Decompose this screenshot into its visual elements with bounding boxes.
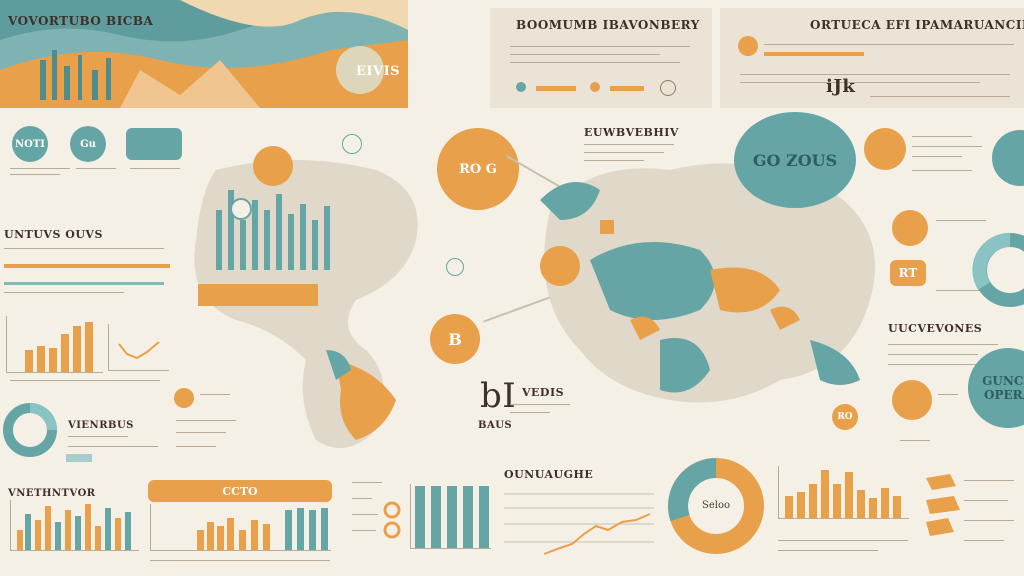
center-panel-title: BOOMUMB IBAVONBERY xyxy=(516,18,700,32)
pin-icon xyxy=(590,82,600,92)
right-donut-chart: Seloo xyxy=(666,456,766,556)
center-mid-circle: B xyxy=(430,314,480,364)
donut-label: Seloo xyxy=(702,500,731,511)
left-bottom-title: VNETHNTVOR xyxy=(8,488,96,499)
right-orange-circle-2 xyxy=(892,210,928,246)
center-small-label: BAUS xyxy=(478,420,513,431)
right-orange-pill: RT xyxy=(890,260,926,286)
header-right-panel: ORTUECA EFI IPAMARUANCINE iJk xyxy=(720,8,1024,108)
right-orange-circle-1 xyxy=(864,128,906,170)
right-bottom-bar-chart xyxy=(778,466,909,519)
left-banner-title: VOVORTUBO BICBA xyxy=(8,14,154,28)
americas-map xyxy=(176,150,446,460)
center-bottom-title: OUNUAUGHE xyxy=(504,468,594,481)
chart-icon xyxy=(126,128,182,160)
right-big-circle: GO ZOUS xyxy=(734,112,856,208)
center-teal-bars xyxy=(410,484,491,549)
right-orange-circle-3 xyxy=(892,380,932,420)
map-orange-badge-1 xyxy=(253,146,293,186)
right-teal-partial-1 xyxy=(992,130,1024,186)
right-arrow-chart xyxy=(926,470,962,540)
right-section-title: UUCVEVONES xyxy=(888,322,983,335)
center-target-icon xyxy=(382,500,402,540)
badge-1: NOTI xyxy=(12,126,48,162)
center-big-circle: RO G xyxy=(437,128,519,210)
header-left-banner: VOVORTUBO BICBA EIVIS xyxy=(0,0,408,108)
center-bottom-bar-chart xyxy=(150,504,331,551)
globe-icon xyxy=(446,258,464,276)
right-panel-logo: iJk xyxy=(826,76,856,97)
left-progress-orange xyxy=(4,264,170,268)
center-section-title: EUWBVEBHIV xyxy=(584,126,679,139)
left-banner-subtitle: EIVIS xyxy=(356,64,401,79)
map-orange-badge-4: RO xyxy=(832,404,858,430)
eurasia-map xyxy=(530,130,890,440)
center-line-chart xyxy=(504,484,654,560)
target-icon xyxy=(230,198,252,220)
left-bottom-bar-chart xyxy=(10,500,139,551)
pin-icon xyxy=(738,36,758,56)
right-teal-circle: GUNCK OPERA xyxy=(968,348,1024,428)
left-donut-chart xyxy=(2,402,58,458)
donut-title: VIENRBUS xyxy=(68,420,134,431)
progress-bar xyxy=(536,86,576,91)
globe-icon xyxy=(660,80,676,96)
banner-landscape-illustration xyxy=(0,0,408,108)
target-icon xyxy=(516,82,526,92)
left-section-title: UNTUVS OUVS xyxy=(4,228,103,241)
right-panel-title: ORTUECA EFI IPAMARUANCINE xyxy=(810,18,1024,32)
center-bottom-list xyxy=(352,478,412,558)
orange-pill: CCTO xyxy=(148,480,332,502)
map-orange-badge-3 xyxy=(540,246,580,286)
header-center-panel: BOOMUMB IBAVONBERY xyxy=(490,8,712,108)
progress-bar xyxy=(610,86,644,91)
left-line-chart xyxy=(108,324,169,371)
left-bar-chart xyxy=(6,316,103,373)
center-big-sub: VEDIS xyxy=(522,386,565,399)
badge-2: Gu xyxy=(70,126,106,162)
right-donut xyxy=(968,232,1024,308)
map-orange-badge-2 xyxy=(174,388,194,408)
globe-icon xyxy=(342,134,362,154)
center-big-letters: bI xyxy=(480,376,517,416)
left-progress-teal xyxy=(4,282,164,285)
